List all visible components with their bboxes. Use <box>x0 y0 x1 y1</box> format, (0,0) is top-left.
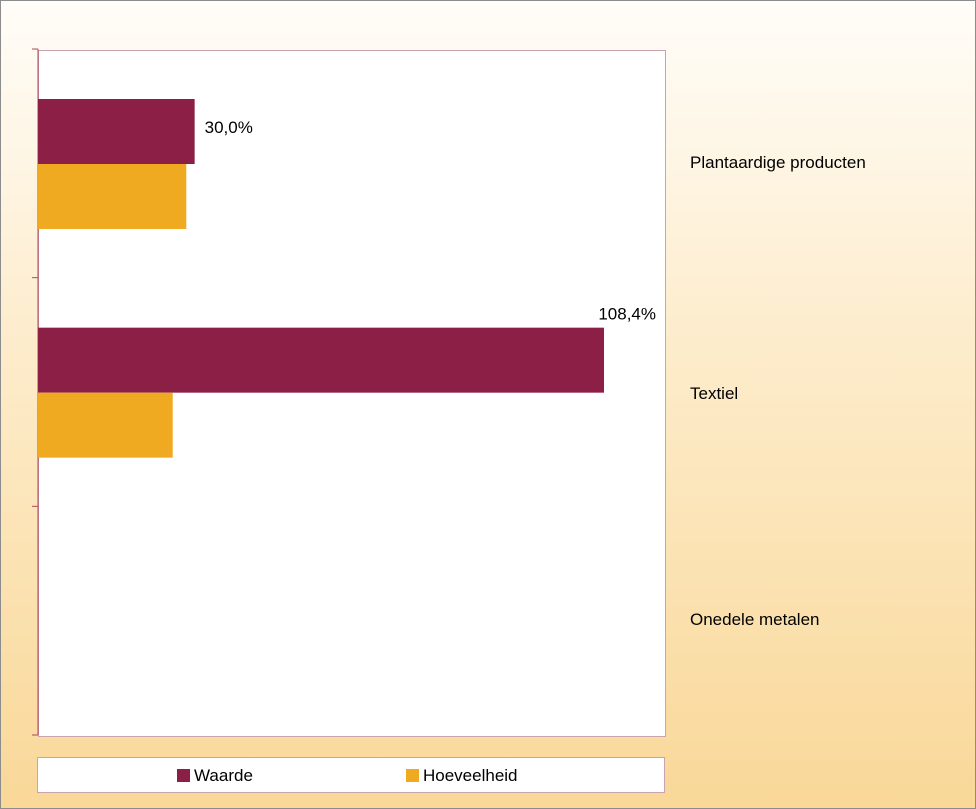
legend-label-waarde: Waarde <box>194 766 253 785</box>
category-label-onedele-metalen: Onedele metalen <box>690 610 820 629</box>
legend-item-hoeveelheid: Hoeveelheid <box>406 766 518 786</box>
category-label-textiel: Textiel <box>690 384 739 403</box>
category-label-plantaardige-producten: Plantaardige producten <box>690 153 866 172</box>
legend-label-hoeveelheid: Hoeveelheid <box>423 766 518 785</box>
bar-waarde-1 <box>38 327 604 393</box>
data-label-waarde-1: 108,4% <box>598 305 656 324</box>
legend-item-waarde: Waarde <box>177 766 253 786</box>
legend-swatch-hoeveelheid <box>406 769 419 782</box>
bar-waarde-0 <box>38 99 195 164</box>
bar-hoeveelheid-0 <box>38 164 187 229</box>
bar-hoeveelheid-1 <box>38 392 173 458</box>
legend-swatch-waarde <box>177 769 190 782</box>
data-label-waarde-0: 30,0% <box>205 118 253 137</box>
legend: Waarde Hoeveelheid <box>37 757 665 793</box>
